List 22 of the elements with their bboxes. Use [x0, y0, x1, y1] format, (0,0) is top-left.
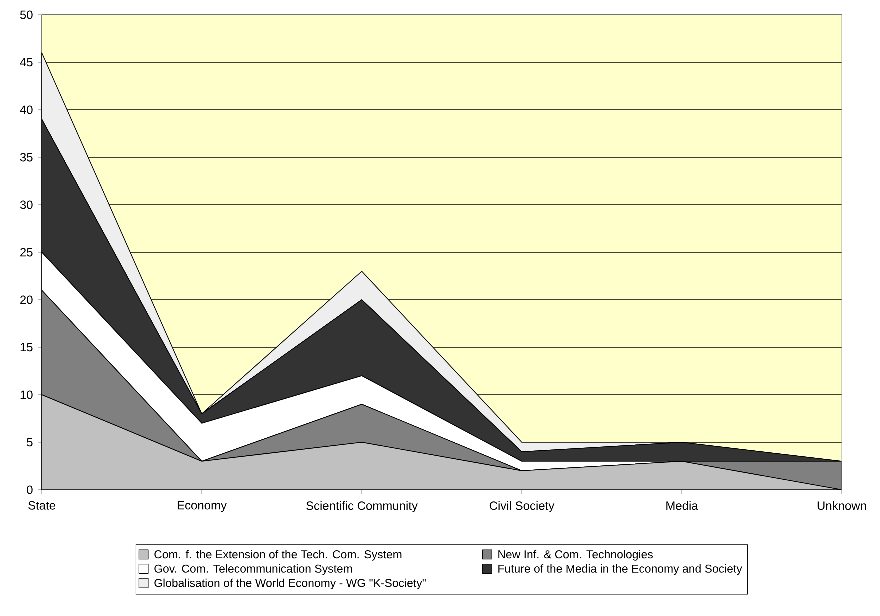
legend-label: Com. f. the Extension of the Tech. Com. System [154, 550, 402, 561]
y-tick-label: 45 [20, 58, 33, 67]
y-tick-label: 30 [20, 200, 33, 210]
y-tick-label: 25 [20, 248, 33, 257]
legend-label: Globalisation of the World Economy - WG "K-Society" [154, 578, 426, 590]
x-tick-label: Scientific Community [306, 501, 418, 513]
y-tick-label: 50 [20, 10, 33, 20]
x-tick-label: State [28, 501, 56, 510]
y-tick-label: 15 [20, 343, 33, 352]
legend-label: Future of the Media in the Economy and Society [498, 564, 742, 576]
x-tick-label: Unknown [818, 501, 866, 510]
x-tick-label: Economy [178, 501, 227, 512]
y-tick-label: 0 [27, 486, 33, 494]
y-tick-label: 10 [20, 390, 33, 400]
legend-label: Gov. Com. Telecommunication System [154, 564, 352, 576]
y-tick-label: 20 [20, 296, 33, 304]
x-tick-label: Media [666, 501, 698, 510]
y-tick-label: 40 [20, 106, 33, 114]
legend-label: New Inf. & Com. Technologies [498, 550, 653, 561]
y-tick-label: 5 [27, 438, 33, 447]
x-tick-label: Civil Society [490, 501, 555, 513]
y-tick-label: 35 [20, 153, 33, 162]
